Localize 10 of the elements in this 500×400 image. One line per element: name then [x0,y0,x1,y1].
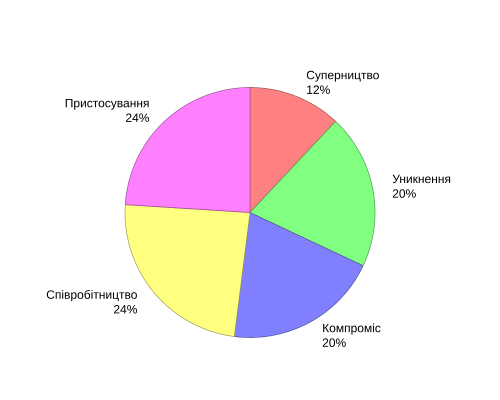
data-label: 24% [114,305,137,314]
data-label: 12% [307,85,330,94]
slice-label: Суперництво [306,70,379,82]
slice-label: Компроміс [323,323,381,335]
data-label: 24% [126,113,150,122]
data-label: 20% [392,189,416,198]
slice-label: Уникнення [392,174,450,184]
data-label: 20% [322,338,346,347]
slice-label: Пристосування [66,98,149,110]
slice-label: Співробітництво [46,290,137,302]
